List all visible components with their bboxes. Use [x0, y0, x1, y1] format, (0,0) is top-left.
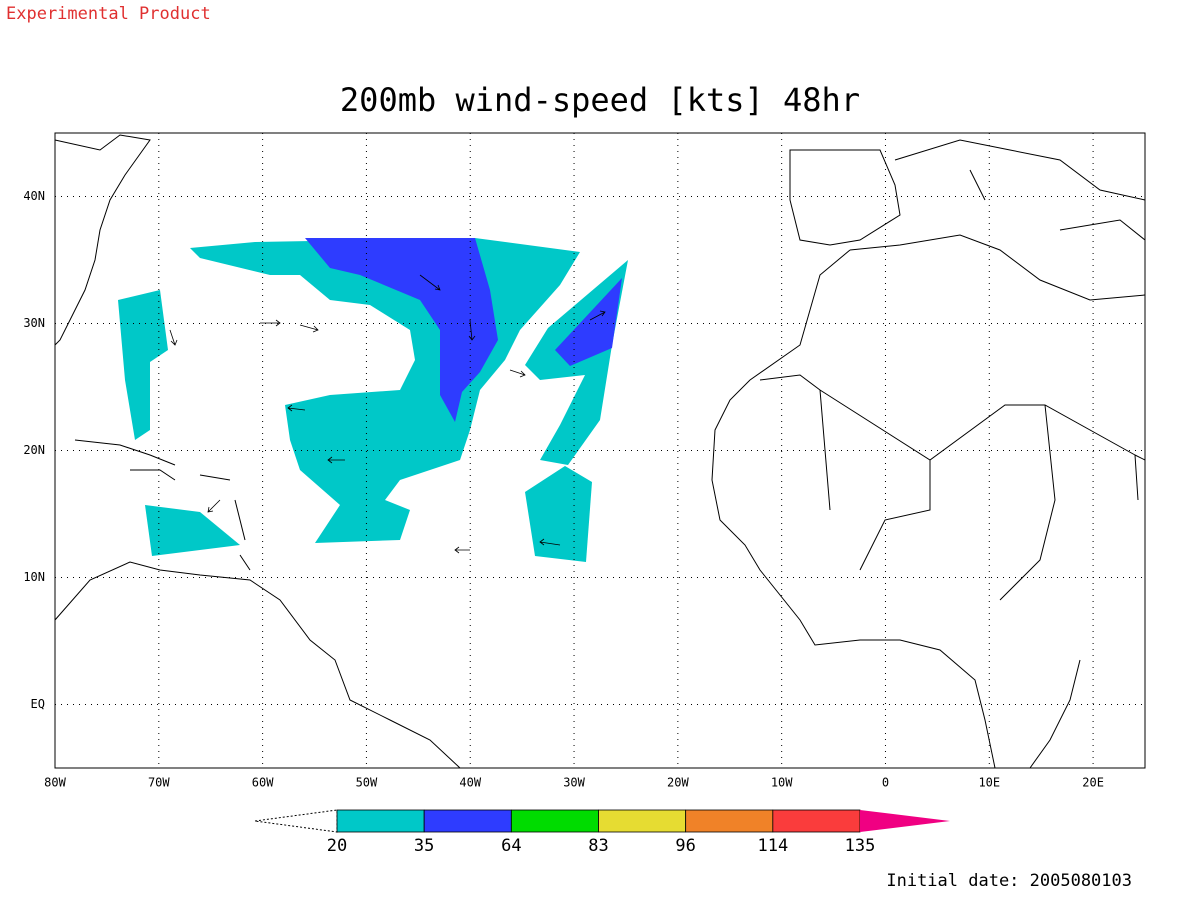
lon-tick-label: 80W — [44, 776, 66, 790]
coastline — [894, 139, 1146, 241]
wind-arrow — [299, 324, 319, 333]
wind-arrow — [539, 538, 561, 546]
colorbar-box — [772, 809, 861, 833]
lon-tick-label: 50W — [356, 776, 378, 790]
colorbar-box — [423, 809, 512, 833]
colorbar-box — [598, 809, 687, 833]
lat-tick-label: EQ — [31, 697, 45, 711]
shade-region — [145, 505, 240, 556]
lon-tick-label: 20E — [1082, 776, 1104, 790]
axis-labels: 80W 70W 60W 50W 40W 30W 20W 10W 0 10E 20E EQ 10N 20N 3… — [23, 189, 1104, 790]
shade-region — [118, 290, 168, 440]
shade-region — [305, 238, 498, 422]
colorbar-label: 64 — [501, 836, 521, 856]
colorbar-box — [510, 809, 599, 833]
wind-arrow — [327, 456, 345, 464]
wind-arrow — [260, 319, 281, 327]
lon-tick-label: 40W — [459, 776, 481, 790]
wind-arrow — [207, 499, 221, 513]
colorbar-box — [336, 809, 425, 833]
coastlines — [54, 134, 1146, 769]
lat-tick-label: 10N — [23, 570, 45, 584]
wind-arrow — [589, 310, 606, 321]
map-title: 200mb wind-speed [kts] 48hr — [340, 81, 860, 119]
colorbar-label: 35 — [414, 836, 434, 856]
wind-vectors — [169, 274, 606, 554]
lon-tick-label: 60W — [252, 776, 274, 790]
colorbar-label: 83 — [588, 836, 608, 856]
colorbar-label: 135 — [845, 836, 876, 856]
colorbar-box — [685, 809, 774, 833]
wind-arrow — [169, 329, 178, 346]
initial-date: Initial date: 2005080103 — [886, 871, 1132, 891]
coastline — [74, 439, 251, 571]
colorbar-high — [860, 810, 950, 832]
shade-region — [525, 466, 592, 562]
lon-tick-label: 30W — [563, 776, 585, 790]
map-frame — [54, 132, 1146, 769]
lon-tick-label: 20W — [667, 776, 689, 790]
coastline — [54, 134, 151, 346]
lon-tick-label: 10E — [978, 776, 1000, 790]
colorbar: 20 35 64 83 96 114 135 — [254, 809, 950, 856]
colorbar-label: 114 — [757, 836, 788, 856]
wind-arrow — [287, 404, 306, 412]
colorbar-label: 20 — [327, 836, 347, 856]
product-label: Experimental Product — [6, 4, 211, 24]
lat-tick-label: 30N — [23, 316, 45, 330]
lon-tick-label: 70W — [148, 776, 170, 790]
wind-arrow — [454, 546, 470, 554]
wind-arrow — [419, 274, 441, 291]
lat-tick-label: 20N — [23, 443, 45, 457]
colorbar-label: 96 — [675, 836, 695, 856]
lon-tick-label: 10W — [771, 776, 793, 790]
wind-arrow — [509, 369, 526, 378]
coastline — [789, 149, 901, 246]
coastline — [711, 234, 1146, 769]
border — [759, 374, 1146, 601]
shade-region — [555, 278, 622, 366]
lat-tick-label: 40N — [23, 189, 45, 203]
lon-tick-label: 0 — [882, 776, 889, 790]
coastline — [54, 561, 461, 769]
